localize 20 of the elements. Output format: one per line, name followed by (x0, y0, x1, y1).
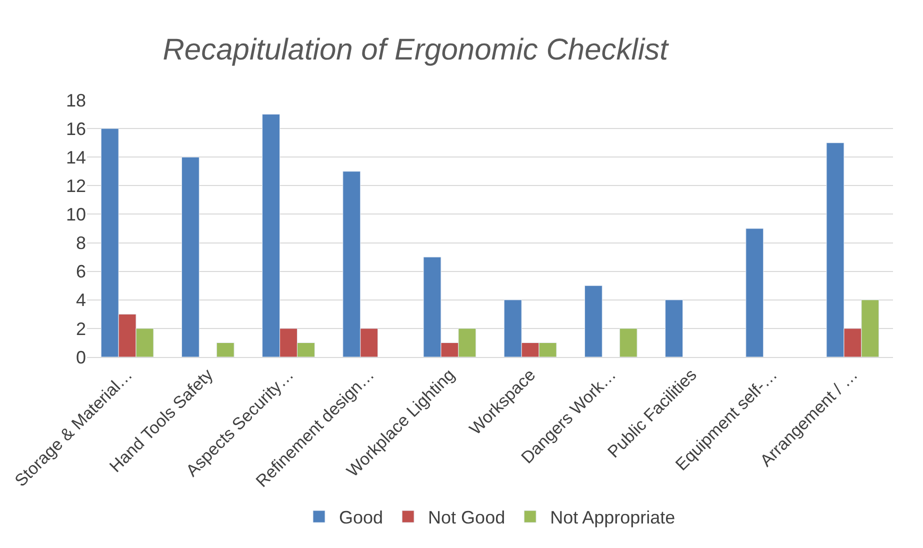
bar (746, 228, 764, 357)
y-tick-label: 16 (66, 118, 86, 139)
y-tick-label: 0 (76, 347, 86, 368)
y-tick-label: 6 (76, 262, 86, 282)
chart-title: Recapitulation of Ergonomic Checklist (162, 33, 670, 66)
y-tick-label: 12 (66, 176, 86, 196)
legend-label: Not Good (428, 508, 506, 528)
y-tick-label: 18 (66, 90, 86, 110)
bar (216, 342, 234, 357)
y-tick-label: 2 (76, 318, 86, 339)
bar (584, 285, 602, 357)
y-tick-label: 8 (76, 233, 86, 254)
legend-label: Good (339, 508, 384, 528)
y-tick-label: 10 (66, 204, 86, 225)
bar (619, 328, 638, 357)
y-tick-label: 14 (66, 147, 86, 168)
y-tick-label: 4 (76, 290, 86, 310)
bar (181, 156, 200, 357)
bar (665, 300, 684, 357)
legend-label: Not Appropriate (550, 508, 676, 528)
